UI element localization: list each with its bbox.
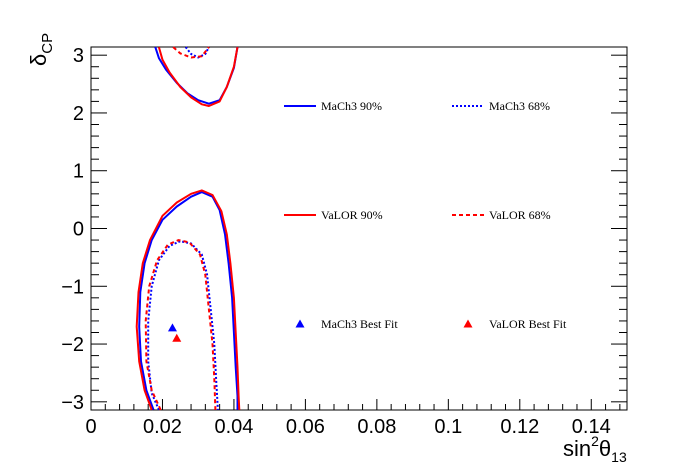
valor-90-contour (135, 189, 241, 411)
y-tick-label: 1 (73, 161, 84, 183)
legend-valor-best-fit-marker (463, 319, 473, 328)
y-tick-label: 3 (73, 45, 84, 67)
legend-mach3-best-fit-label: MaCh3 Best Fit (321, 317, 398, 331)
x-tick-label: 0.08 (357, 416, 396, 438)
y-tick-label: −1 (61, 276, 84, 298)
legend-mach3-68-label: MaCh3 68% (489, 99, 550, 113)
axis-ticks (90, 54, 627, 410)
y-axis-title-main: δ (26, 54, 51, 66)
x-axis-title: sin2θ13 (563, 433, 627, 465)
valor-90-contour (157, 46, 239, 107)
x-axis-title-sub: 13 (611, 449, 627, 465)
mach3-90-contour (154, 46, 239, 105)
legend-mach3-best-fit-marker (295, 319, 305, 328)
mach3-best-fit-marker (167, 323, 177, 332)
x-axis-title-theta: θ (599, 436, 611, 461)
y-axis-title-sub: CP (39, 33, 56, 54)
mach3-68-contour (147, 240, 219, 411)
y-tick-label: −3 (61, 392, 84, 414)
legend-valor-90-label: VaLOR 90% (321, 208, 383, 222)
x-tick-label: 0 (85, 416, 96, 438)
y-tick-label: 0 (73, 219, 84, 241)
mach3-90-contour (138, 191, 239, 411)
legend: MaCh3 90% MaCh3 68% VaLOR 90% VaLOR 68% MaCh… (284, 99, 567, 331)
y-tick-labels: −3 −2 −1 0 1 2 3 (61, 45, 84, 414)
valor-68-contour (144, 239, 217, 411)
legend-valor-best-fit-label: VaLOR Best Fit (489, 317, 567, 331)
legend-mach3-90-label: MaCh3 90% (321, 99, 382, 113)
contour-lines (135, 46, 241, 411)
x-tick-label: 0.06 (286, 416, 325, 438)
y-axis-title: δCP (26, 33, 56, 66)
legend-valor-68-label: VaLOR 68% (489, 208, 551, 222)
y-tick-label: −2 (61, 334, 84, 356)
y-tick-label: 2 (73, 103, 84, 125)
x-tick-label: 0.02 (143, 416, 182, 438)
valor-68-contour (172, 46, 210, 59)
x-axis-title-main: sin (563, 436, 591, 461)
best-fit-markers (167, 323, 182, 342)
x-tick-label: 0.14 (572, 416, 611, 438)
valor-best-fit-marker (172, 333, 182, 342)
x-tick-label: 0.04 (214, 416, 253, 438)
x-axis-title-sup: 2 (591, 433, 599, 449)
x-tick-label: 0.1 (434, 416, 462, 438)
x-tick-label: 0.12 (500, 416, 539, 438)
x-tick-labels: 0 0.02 0.04 0.06 0.08 0.1 0.12 0.14 (85, 416, 610, 438)
